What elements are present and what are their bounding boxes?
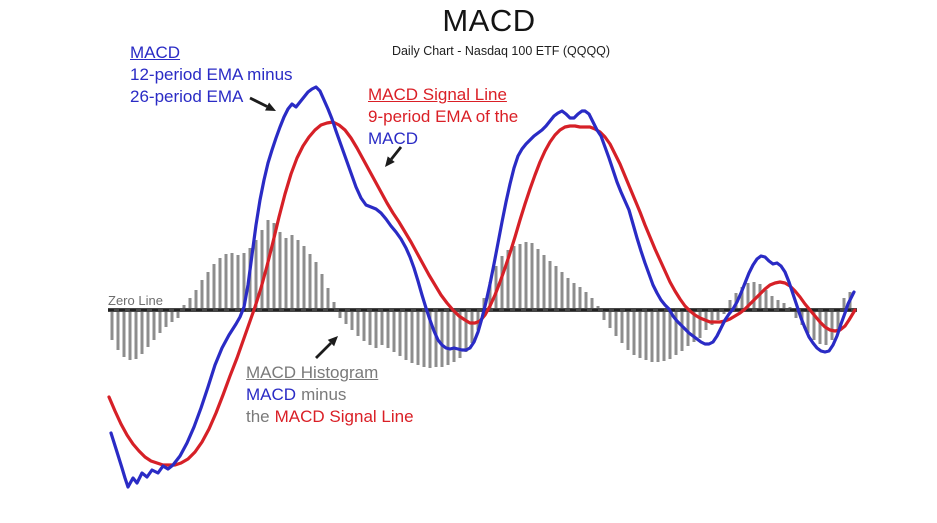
arrow-to-histogram-head	[327, 336, 338, 347]
histogram-annotation-line3-signal: MACD Signal Line	[274, 407, 414, 426]
macd-line-annotation: MACD 12-period EMA minus 26-period EMA	[130, 42, 293, 108]
signal-line-annotation-line2: 9-period EMA of the	[368, 107, 519, 126]
histogram-annotation-line3-the: the	[246, 407, 270, 426]
chart-title: MACD	[442, 3, 536, 38]
histogram-annotation-heading: MACD Histogram	[246, 363, 379, 382]
macd-line-annotation-line3: 26-period EMA	[130, 87, 244, 106]
zero-line-label: Zero Line	[108, 293, 163, 308]
signal-line-annotation: MACD Signal Line 9-period EMA of the MAC…	[368, 84, 518, 150]
histogram-annotation-line2-rest: minus	[301, 385, 347, 404]
histogram-annotation: MACD Histogram MACD minus the MACD Signal …	[246, 362, 414, 428]
macd-line-series	[109, 85, 856, 489]
signal-line-annotation-line3: MACD	[368, 129, 419, 148]
histogram-annotation-line2-macd: MACD	[246, 385, 297, 404]
arrow-to-histogram-shaft	[315, 342, 332, 359]
histogram-annotation-line3: the MACD Signal Line	[246, 406, 414, 428]
macd-line-annotation-line2: 12-period EMA minus	[130, 65, 293, 84]
macd-line-annotation-heading: MACD	[130, 43, 181, 62]
signal-line-annotation-heading: MACD Signal Line	[368, 85, 507, 104]
arrow-to-signal-line-head	[385, 156, 395, 167]
chart-subtitle: Daily Chart - Nasdaq 100 ETF (QQQQ)	[391, 44, 611, 58]
histogram-annotation-line2: MACD minus	[246, 384, 414, 406]
arrow-to-macd-line-head	[265, 102, 276, 111]
arrow-to-macd-line-shaft	[249, 96, 268, 108]
signal-line-series	[107, 120, 857, 467]
arrow-to-signal-line-shaft	[390, 146, 403, 161]
